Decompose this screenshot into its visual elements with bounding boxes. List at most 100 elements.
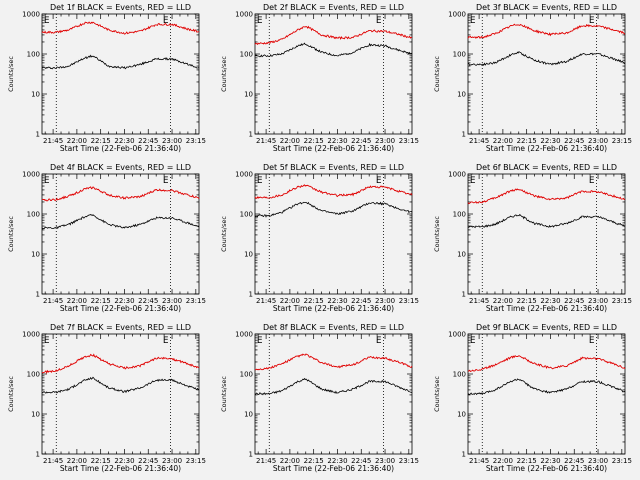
y-tick-label: 10 [457,251,466,259]
y-tick-label: 1000 [448,171,466,179]
x-tick-label: 22:00 [280,457,300,465]
x-tick-label: 22:45 [138,457,158,465]
event-marker-label: E [470,16,476,26]
y-tick-label: 1000 [448,11,466,19]
x-tick-label: 23:15 [399,297,419,305]
chart-title: Det 3f BLACK = Events, RED = LLD [476,3,617,12]
x-axis-label: Start Time (22-Feb-06 21:36:40) [60,144,181,153]
x-axis-label: Start Time (22-Feb-06 21:36:40) [60,464,181,473]
events-series-line [41,214,200,230]
x-tick-label: 22:15 [304,297,324,305]
x-tick-label: 22:15 [517,297,537,305]
y-tick-label: 1000 [448,331,466,339]
plot-frame [41,173,200,295]
x-axis-label: Start Time (22-Feb-06 21:36:40) [486,464,607,473]
event-marker-label: E [376,176,382,186]
event-marker-label: E [376,336,382,346]
x-tick-label: 22:00 [280,137,300,145]
lld-series-line [467,23,626,40]
x-tick-label: 22:45 [564,457,584,465]
x-tick-label: 23:15 [186,297,206,305]
x-tick-label: 22:15 [304,137,324,145]
x-tick-label: 22:00 [67,137,87,145]
x-tick-label: 22:15 [517,137,537,145]
event-marker-label: E [589,16,595,26]
x-tick-label: 23:15 [186,457,206,465]
events-series-line [254,201,413,218]
x-tick-label: 22:00 [67,457,87,465]
y-axis-label: Counts/sec [433,216,441,252]
event-marker-label: E [257,336,263,346]
y-tick-label: 10 [31,91,40,99]
x-tick-label: 22:45 [351,137,371,145]
y-tick-label: 10 [244,91,253,99]
event-marker-label: E [44,176,50,186]
y-tick-label: 1 [36,451,40,459]
lld-series-line [467,355,626,372]
x-tick-label: 21:45 [43,457,63,465]
events-series-line [467,213,626,229]
x-tick-label: 21:45 [256,457,276,465]
chart-title: Det 4f BLACK = Events, RED = LLD [50,163,191,172]
x-tick-label: 23:15 [612,297,632,305]
x-tick-label: 22:15 [517,457,537,465]
x-tick-label: 21:45 [469,137,489,145]
plot-frame [254,333,413,455]
plot-frame [467,333,626,455]
x-tick-label: 22:15 [91,457,111,465]
y-tick-label: 100 [27,371,40,379]
events-series-line [42,376,200,394]
lld-series-line [254,353,413,371]
x-tick-label: 23:00 [162,457,182,465]
chart-title: Det 8f BLACK = Events, RED = LLD [263,323,404,332]
y-axis-label: Counts/sec [7,376,15,412]
x-tick-label: 22:45 [564,137,584,145]
x-tick-label: 21:45 [469,297,489,305]
chart-title: Det 7f BLACK = Events, RED = LLD [50,323,191,332]
y-tick-label: 100 [240,211,253,219]
y-tick-label: 1000 [235,171,253,179]
y-tick-label: 10 [457,91,466,99]
event-marker-label: E [44,336,50,346]
events-series-line [41,54,200,70]
x-tick-label: 22:15 [91,297,111,305]
y-tick-label: 1 [462,451,466,459]
y-tick-label: 1000 [22,171,40,179]
x-tick-label: 22:45 [564,297,584,305]
x-tick-label: 22:30 [327,137,347,145]
plot-frame [467,173,626,295]
events-series-line [254,377,413,396]
lld-series-line [41,353,200,374]
x-tick-label: 22:45 [138,137,158,145]
x-tick-label: 23:15 [399,137,419,145]
y-tick-label: 1 [249,451,253,459]
x-tick-label: 22:30 [114,457,134,465]
y-tick-label: 10 [244,251,253,259]
chart-title: Det 9f BLACK = Events, RED = LLD [476,323,617,332]
event-marker-label: E [163,176,169,186]
y-tick-label: 100 [453,211,466,219]
y-tick-label: 1000 [235,331,253,339]
chart-title: Det 1f BLACK = Events, RED = LLD [50,3,191,12]
x-tick-label: 21:45 [43,297,63,305]
y-tick-label: 10 [31,251,40,259]
y-axis-label: Counts/sec [433,376,441,412]
x-tick-label: 23:00 [588,457,608,465]
x-tick-label: 23:15 [612,137,632,145]
y-tick-label: 100 [453,51,466,59]
events-series-line [254,42,413,58]
y-tick-label: 1000 [22,11,40,19]
x-tick-label: 22:30 [114,137,134,145]
x-tick-label: 22:30 [540,137,560,145]
event-marker-label: E [589,176,595,186]
x-tick-label: 22:30 [114,297,134,305]
lld-series-line [41,186,200,202]
x-tick-label: 21:45 [43,137,63,145]
x-tick-label: 21:45 [469,457,489,465]
plot-frame [254,13,413,135]
x-tick-label: 22:00 [493,137,513,145]
x-tick-label: 22:00 [67,297,87,305]
